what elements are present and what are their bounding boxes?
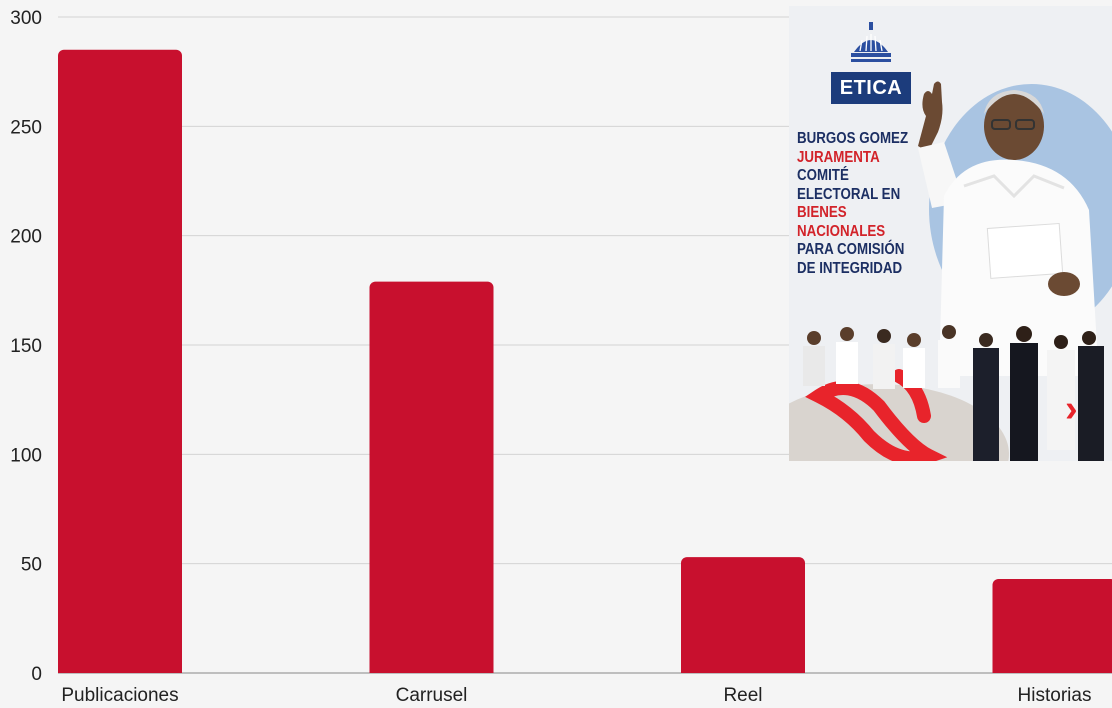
chevron-right-icon[interactable]: › [1065,388,1078,430]
dome-icon [851,22,891,62]
official-photo [918,81,1099,376]
etica-badge: ETICA [831,72,911,104]
bar-carrusel [369,281,494,673]
headline-line: JURAMENTA [797,148,880,166]
bar-base [369,665,494,673]
headline-line: ELECTORAL EN [797,185,901,203]
bar-base [681,665,805,673]
grid-lines [58,16,1112,674]
inset-headline: BURGOS GOMEZ JURAMENTA COMITÉ ELECTORAL EN B… [797,130,917,278]
bar-reel [681,557,805,673]
y-tick-label: 200 [10,227,42,248]
x-axis-labels: Publicaciones Carrusel Reel Historias [61,685,1091,706]
y-tick-label: 100 [10,445,42,466]
headline-line: BURGOS GOMEZ [797,130,909,147]
bar-base [58,665,182,673]
bars [58,49,1112,674]
headline-line: DE INTEGRIDAD [797,259,903,277]
headline-line: PARA COMISIÓN [797,241,905,258]
y-tick-label: 150 [10,336,42,357]
headline-line: COMITÉ [797,167,849,184]
y-tick-label: 250 [10,117,42,138]
y-tick-label: 0 [31,664,42,685]
y-tick-label: 50 [21,555,42,576]
headline-line: NACIONALES [797,222,886,240]
x-tick-label: Carrusel [396,685,468,706]
people-group-photo [803,325,1104,461]
x-tick-label: Historias [1018,685,1092,706]
bar-base [992,665,1112,673]
headline-line: BIENES [797,204,847,221]
bar-historias [992,578,1112,673]
y-axis-ticks: 0 50 100 150 200 250 300 [10,8,42,685]
y-tick-label: 300 [10,8,42,29]
bar-publicaciones [58,49,182,674]
inset-promo-image: ETICA BURGOS GOMEZ JURAMENTA COMITÉ ELECTOR… [789,6,1112,461]
x-tick-label: Reel [723,685,762,706]
x-tick-label: Publicaciones [61,685,178,706]
